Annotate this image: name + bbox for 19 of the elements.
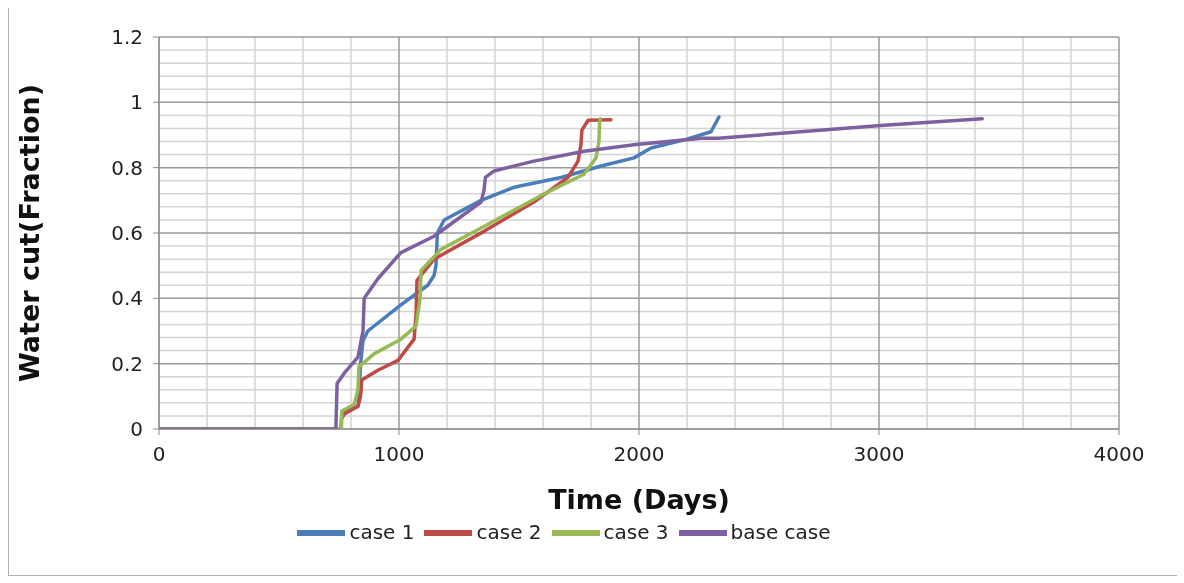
y-tick-label: 1.2: [111, 25, 143, 50]
x-tick-label: 4000: [1093, 442, 1145, 467]
y-axis-title: Water cut(Fraction): [13, 84, 45, 382]
y-tick-label: 1: [130, 90, 143, 115]
x-tick-label: 3000: [853, 442, 905, 467]
y-tick-label: 0.4: [111, 286, 143, 311]
y-tick-label: 0.2: [111, 351, 143, 376]
legend-label: case 1: [349, 519, 415, 544]
line-series: [159, 116, 984, 429]
x-tick-label: 0: [152, 442, 166, 467]
x-tick-label: 2000: [613, 442, 665, 467]
legend-label: case 2: [476, 519, 542, 544]
legend-label: case 3: [603, 519, 669, 544]
legend-label: base case: [730, 519, 831, 544]
y-tick-label: 0: [130, 417, 143, 442]
y-tick-label: 0.6: [111, 221, 143, 246]
x-axis-title: Time (Days): [548, 484, 730, 515]
x-tick-label: 1000: [373, 442, 425, 467]
y-tick-label: 0.8: [111, 155, 143, 180]
